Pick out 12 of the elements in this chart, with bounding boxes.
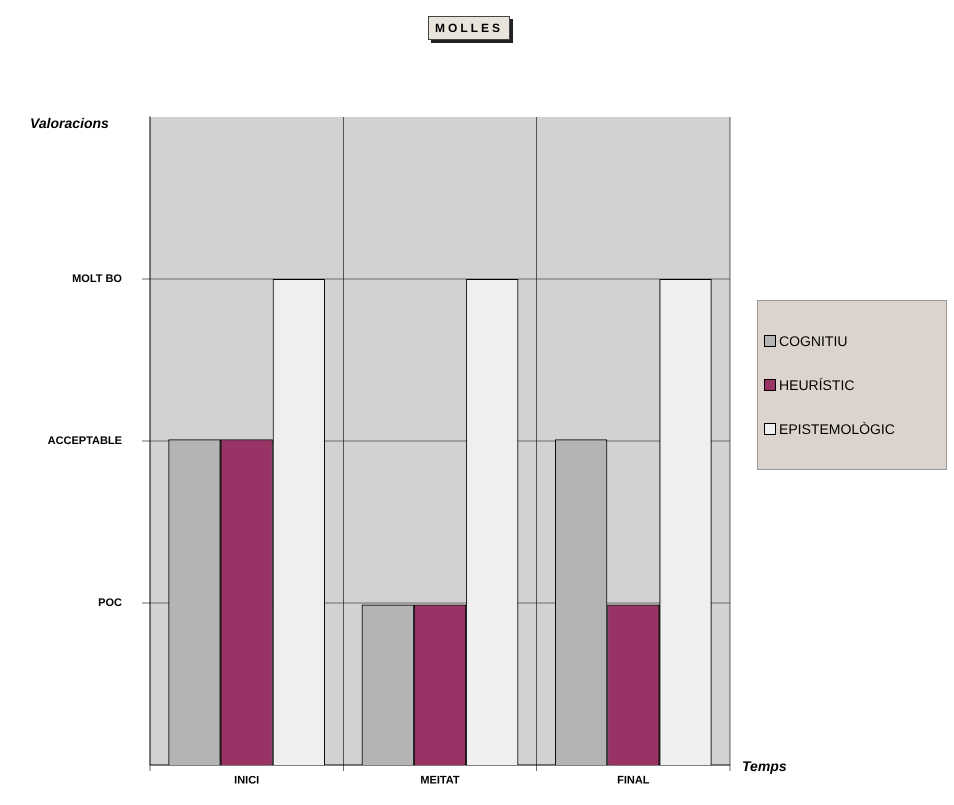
legend-label: EPISTEMOLÒGIC (779, 421, 895, 437)
text: ACCEPTABLE (48, 435, 122, 448)
text: Valoracions (30, 114, 110, 131)
x-tick-label: INICI (234, 774, 260, 787)
x-tick-label: FINAL (617, 774, 650, 787)
text: POC (98, 597, 122, 610)
x-tick-label: MEITAT (420, 774, 460, 787)
chart-title: MOLLES (428, 16, 510, 40)
legend-label: HEURÍSTIC (779, 377, 854, 393)
legend-label: COGNITIU (779, 333, 848, 349)
x-axis-title: Temps (742, 758, 787, 774)
text: MOLT BO (72, 273, 122, 286)
